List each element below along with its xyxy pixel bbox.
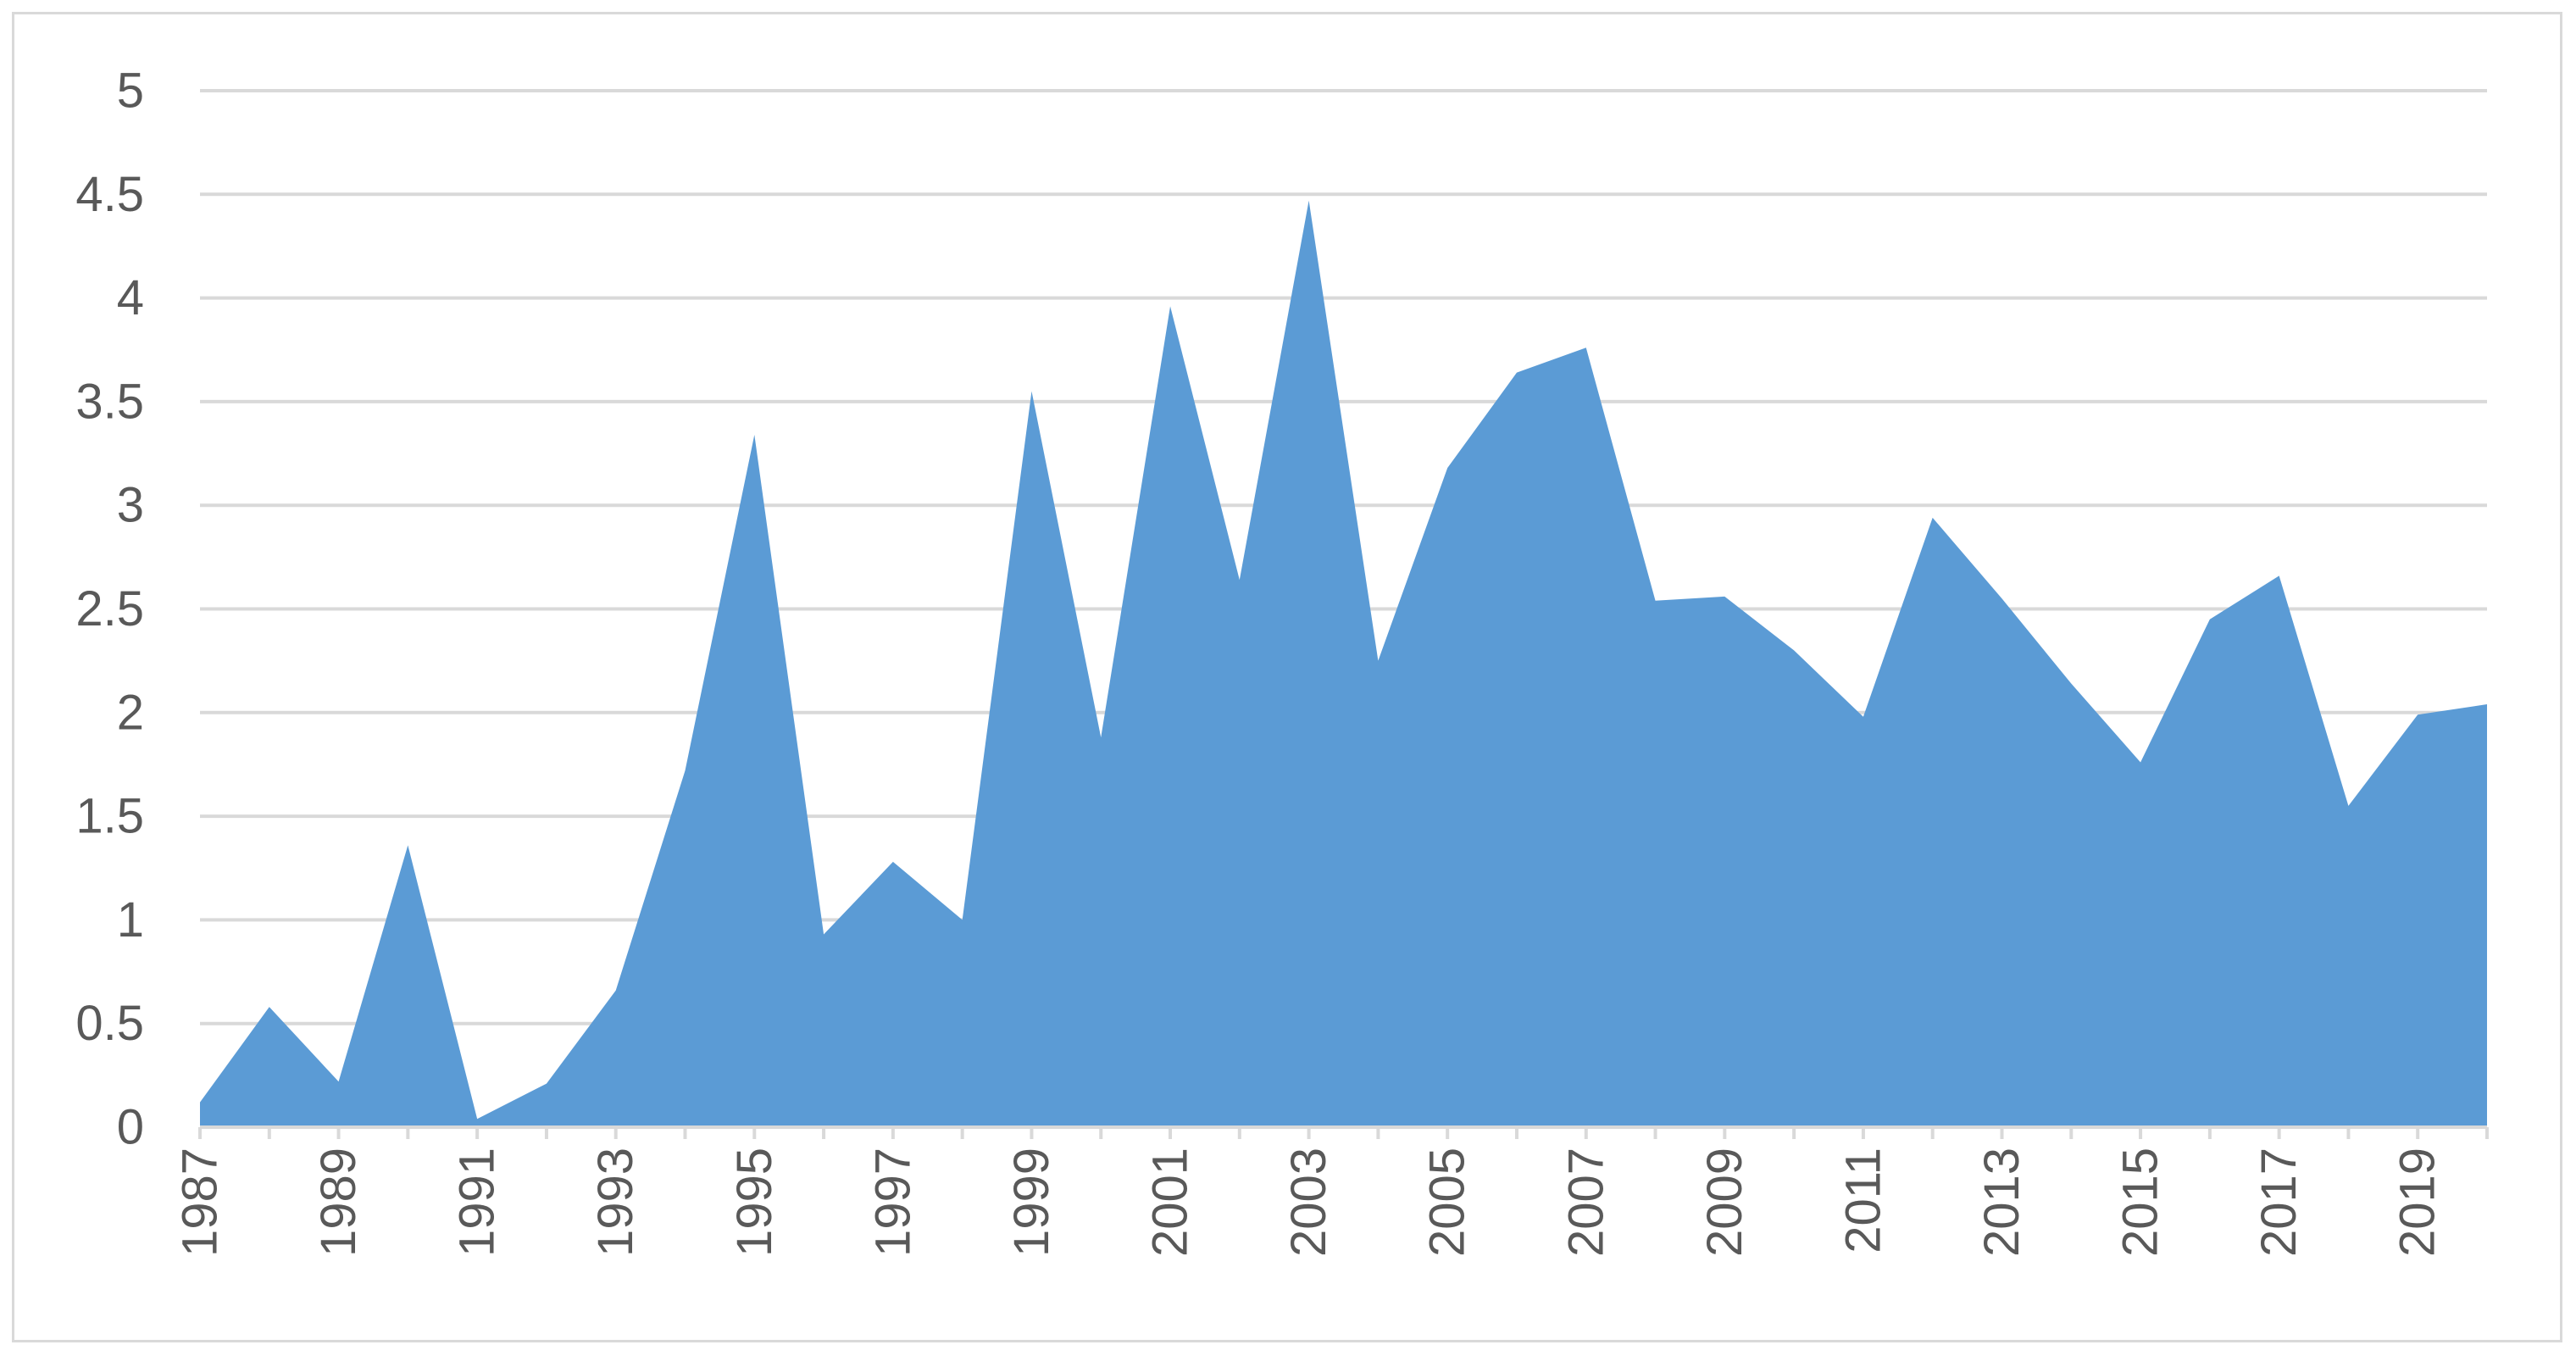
x-tick-label: 2009 — [1697, 1148, 1752, 1257]
x-tick-label: 2005 — [1420, 1148, 1475, 1257]
x-tick-label: 1993 — [588, 1148, 643, 1257]
area-series-fill — [200, 200, 2487, 1128]
x-tick-label: 2015 — [2113, 1148, 2168, 1257]
y-tick-label: 4 — [117, 270, 144, 325]
x-tick-label: 1989 — [311, 1148, 366, 1257]
x-tick-label: 1997 — [865, 1148, 920, 1257]
y-tick-label: 0.5 — [75, 996, 144, 1051]
y-tick-label: 4.5 — [75, 167, 144, 222]
y-tick-label: 2 — [117, 685, 144, 740]
x-tick-label: 1995 — [727, 1148, 782, 1257]
y-tick-label: 3.5 — [75, 374, 144, 429]
x-tick-label: 1991 — [450, 1148, 505, 1257]
y-tick-label: 0 — [117, 1100, 144, 1155]
x-tick-label: 2013 — [1974, 1148, 2029, 1257]
y-tick-label: 5 — [117, 64, 144, 119]
x-tick-label: 2003 — [1281, 1148, 1336, 1257]
y-axis-tick-labels: 0 0.5 1 1.5 2 2.5 3 3.5 4 4.5 5 — [75, 64, 144, 1155]
x-tick-label: 2017 — [2251, 1148, 2307, 1257]
y-tick-label: 2.5 — [75, 581, 144, 636]
x-axis-tick-labels: 1987 1989 1991 1993 1995 1997 1999 2001 2003 2005… — [173, 1148, 2446, 1257]
y-tick-label: 1.5 — [75, 789, 144, 844]
x-tick-label: 1987 — [173, 1148, 228, 1257]
x-tick-label: 2007 — [1558, 1148, 1613, 1257]
y-tick-label: 3 — [117, 478, 144, 533]
x-axis — [198, 1125, 2489, 1139]
x-tick-label: 1999 — [1004, 1148, 1059, 1257]
y-tick-label: 1 — [117, 892, 144, 948]
x-tick-label: 2001 — [1143, 1148, 1198, 1257]
x-tick-label: 2011 — [1835, 1148, 1890, 1253]
area-series — [200, 200, 2487, 1128]
x-tick-label: 2019 — [2390, 1148, 2446, 1257]
